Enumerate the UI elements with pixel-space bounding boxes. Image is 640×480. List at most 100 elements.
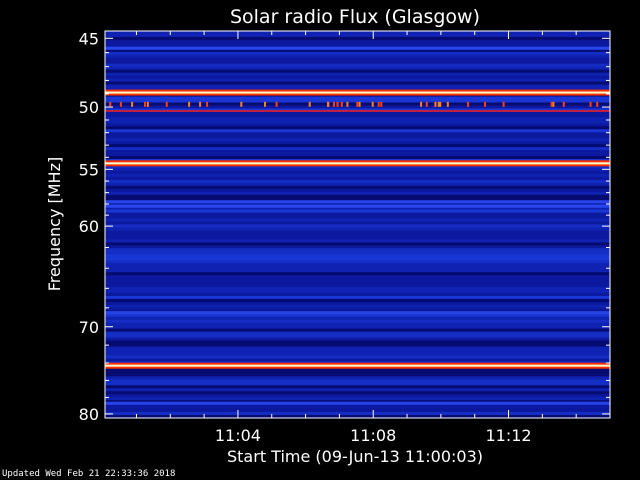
heatmap-row bbox=[105, 144, 610, 148]
heatmap-row bbox=[105, 346, 610, 351]
heatmap-row bbox=[105, 129, 610, 133]
heatmap-row bbox=[105, 42, 610, 47]
heatmap-row bbox=[105, 349, 610, 354]
heatmap-row bbox=[105, 239, 610, 243]
burst-mark bbox=[420, 101, 423, 107]
burst-mark bbox=[340, 101, 343, 107]
heatmap-row bbox=[105, 197, 610, 202]
heatmap-row bbox=[105, 242, 610, 246]
burst-mark bbox=[589, 101, 592, 107]
heatmap-row bbox=[105, 284, 610, 288]
heatmap-row bbox=[105, 33, 610, 38]
heatmap-row bbox=[105, 188, 610, 193]
weak-band bbox=[105, 401, 610, 405]
heatmap-row bbox=[105, 39, 610, 44]
heatmap-row bbox=[105, 325, 610, 330]
heatmap-row bbox=[105, 138, 610, 142]
spectrogram-heatmap bbox=[105, 31, 610, 419]
heatmap-row bbox=[105, 147, 610, 151]
heatmap-row bbox=[105, 132, 610, 136]
burst-mark bbox=[327, 101, 330, 107]
weak-band bbox=[105, 200, 610, 204]
y-tick-label: 50 bbox=[79, 98, 99, 117]
heatmap-row bbox=[105, 194, 610, 199]
bright-band-core bbox=[105, 162, 610, 165]
heatmap-row bbox=[105, 141, 610, 145]
heatmap-row bbox=[105, 75, 610, 80]
heatmap-row bbox=[105, 164, 610, 169]
bright-band bbox=[105, 109, 610, 112]
burst-mark bbox=[371, 101, 374, 107]
heatmap-row bbox=[105, 275, 610, 279]
burst-mark bbox=[199, 101, 202, 107]
bright-band-core bbox=[105, 91, 610, 94]
heatmap-row bbox=[105, 292, 610, 297]
heatmap-row bbox=[105, 84, 610, 89]
heatmap-row bbox=[105, 322, 610, 327]
heatmap-row bbox=[105, 209, 610, 214]
heatmap-row bbox=[105, 185, 610, 190]
heatmap-row bbox=[105, 263, 610, 267]
burst-mark bbox=[109, 101, 112, 107]
heatmap-row bbox=[105, 153, 610, 157]
heatmap-row bbox=[105, 316, 610, 321]
heatmap-row bbox=[105, 191, 610, 196]
y-tick-label: 80 bbox=[79, 405, 99, 424]
heatmap-row bbox=[105, 72, 610, 77]
burst-mark bbox=[467, 101, 470, 107]
heatmap-row bbox=[105, 57, 610, 62]
heatmap-row bbox=[105, 352, 610, 357]
heatmap-row bbox=[105, 215, 610, 220]
heatmap-row bbox=[105, 376, 610, 380]
y-tick-label: 60 bbox=[79, 217, 99, 236]
heatmap-row bbox=[105, 54, 610, 59]
burst-mark bbox=[119, 101, 122, 107]
burst-mark bbox=[425, 101, 428, 107]
burst-mark bbox=[131, 101, 134, 107]
heatmap-row bbox=[105, 385, 610, 389]
heatmap-row bbox=[105, 156, 610, 160]
heatmap-row bbox=[105, 78, 610, 83]
heatmap-row bbox=[105, 287, 610, 291]
x-tick-label: 11:08 bbox=[350, 426, 396, 445]
heatmap-row bbox=[105, 391, 610, 395]
heatmap-row bbox=[105, 173, 610, 178]
heatmap-row bbox=[105, 170, 610, 175]
heatmap-row bbox=[105, 328, 610, 333]
heatmap-row bbox=[105, 266, 610, 270]
heatmap-row bbox=[105, 415, 610, 419]
y-axis-label: Frequency [MHz] bbox=[45, 157, 64, 291]
heatmap-row bbox=[105, 340, 610, 345]
burst-mark bbox=[562, 101, 565, 107]
heatmap-row bbox=[105, 343, 610, 348]
heatmap-row bbox=[105, 394, 610, 398]
burst-mark bbox=[332, 101, 335, 107]
x-axis: 11:04 11:08 11:12 bbox=[135, 31, 577, 445]
heatmap-row bbox=[105, 99, 610, 104]
heatmap-row bbox=[105, 301, 610, 306]
heatmap-row bbox=[105, 257, 610, 261]
heatmap-row bbox=[105, 254, 610, 258]
burst-mark bbox=[446, 101, 449, 107]
burst-mark bbox=[380, 101, 383, 107]
burst-mark bbox=[596, 101, 599, 107]
burst-mark bbox=[437, 101, 440, 107]
heatmap-row bbox=[105, 212, 610, 217]
heatmap-row bbox=[105, 388, 610, 392]
burst-mark bbox=[377, 101, 380, 107]
y-tick-label: 70 bbox=[79, 318, 99, 337]
heatmap-row bbox=[105, 126, 610, 130]
burst-mark bbox=[188, 101, 191, 107]
heatmap-row bbox=[105, 251, 610, 255]
heatmap-row bbox=[105, 206, 610, 211]
heatmap-row bbox=[105, 48, 610, 53]
heatmap-row bbox=[105, 295, 610, 300]
heatmap-row bbox=[105, 307, 610, 312]
heatmap-row bbox=[105, 236, 610, 240]
heatmap-row bbox=[105, 224, 610, 229]
heatmap-row bbox=[105, 313, 610, 318]
burst-mark bbox=[206, 101, 209, 107]
heatmap-row bbox=[105, 403, 610, 407]
burst-mark bbox=[165, 101, 168, 107]
heatmap-row bbox=[105, 406, 610, 410]
